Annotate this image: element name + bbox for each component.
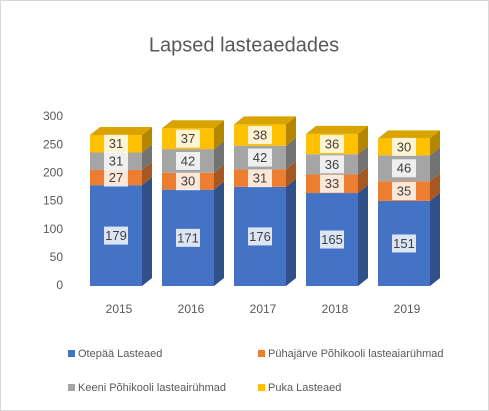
data-label-box (104, 226, 128, 245)
legend-label: Puka Lasteaed (268, 382, 341, 394)
bar-side (142, 177, 152, 286)
bar-side (142, 144, 152, 170)
bar-side (430, 147, 440, 182)
bar-top (162, 120, 224, 129)
x-tick-label: 2016 (178, 302, 205, 316)
bar-side (214, 181, 224, 286)
bar-side (142, 161, 152, 186)
bar-side (214, 120, 224, 150)
data-label: 38 (253, 127, 267, 142)
data-label: 31 (253, 171, 267, 186)
data-label-box (176, 228, 200, 247)
bar-top (234, 116, 296, 125)
bar-side (142, 127, 152, 153)
bar-top (378, 130, 440, 139)
data-label: 179 (105, 228, 127, 243)
data-label-box (248, 148, 272, 167)
legend-swatch (258, 350, 265, 357)
data-label-box (176, 151, 200, 170)
data-label-box (320, 155, 344, 174)
legend-swatch (68, 384, 75, 391)
data-label: 176 (249, 229, 271, 244)
y-tick-label: 200 (43, 166, 63, 180)
data-label-box (104, 134, 128, 153)
bar-side (358, 166, 368, 194)
y-tick-label: 50 (50, 250, 64, 264)
data-label-box (392, 137, 416, 156)
data-label: 37 (181, 131, 195, 146)
y-tick-label: 150 (43, 194, 63, 208)
legend-label: Pühajärve Põhikooli lasteaiarühmad (268, 348, 444, 360)
data-label-box (320, 135, 344, 154)
y-tick-label: 300 (43, 109, 63, 123)
bar-side (430, 192, 440, 286)
bar-side (358, 146, 368, 175)
legend-swatch (68, 350, 75, 357)
bar-side (286, 161, 296, 187)
data-label-box (392, 182, 416, 201)
bar-side (430, 130, 440, 156)
bar-side (286, 116, 296, 146)
y-tick-label: 0 (56, 278, 63, 292)
data-label: 36 (325, 157, 339, 172)
data-label: 165 (321, 232, 343, 247)
y-tick-label: 100 (43, 222, 63, 236)
bar-side (286, 137, 296, 170)
data-label-box (392, 234, 416, 253)
bar-side (214, 164, 224, 190)
legend-label: Otepää Lasteaed (78, 348, 162, 360)
bar-top (90, 127, 152, 136)
bar-side (358, 185, 368, 286)
data-label-box (104, 168, 128, 187)
data-label: 31 (109, 154, 123, 169)
data-label: 30 (181, 174, 195, 189)
x-tick-label: 2018 (322, 302, 349, 316)
bar-side (214, 141, 224, 173)
data-label: 33 (325, 176, 339, 191)
data-label-box (392, 159, 416, 178)
data-label-box (176, 172, 200, 191)
data-label-box (176, 129, 200, 148)
data-label: 171 (177, 230, 199, 245)
data-label: 36 (325, 136, 339, 151)
bar-side (286, 178, 296, 286)
bar-top (306, 125, 368, 134)
data-label: 31 (109, 136, 123, 151)
data-label-box (248, 169, 272, 188)
bar-side (430, 173, 440, 201)
data-label-box (248, 227, 272, 246)
bar-side (358, 125, 368, 155)
legend-label: Keeni Põhikooli lasteairühmad (78, 382, 226, 394)
data-label: 27 (109, 170, 123, 185)
x-tick-label: 2019 (394, 302, 421, 316)
data-label: 46 (397, 161, 411, 176)
data-label: 42 (253, 150, 267, 165)
data-label-box (104, 152, 128, 171)
data-label: 42 (181, 153, 195, 168)
data-label-box (248, 126, 272, 145)
legend-swatch (258, 384, 265, 391)
chart-title: Lapsed lasteaedades (149, 34, 339, 56)
y-tick-label: 250 (43, 137, 63, 151)
data-label-box (320, 230, 344, 249)
data-label-box (320, 174, 344, 193)
data-label: 30 (397, 139, 411, 154)
data-label: 35 (397, 184, 411, 199)
data-label: 151 (393, 236, 415, 251)
x-tick-label: 2017 (250, 302, 277, 316)
x-tick-label: 2015 (106, 302, 133, 316)
